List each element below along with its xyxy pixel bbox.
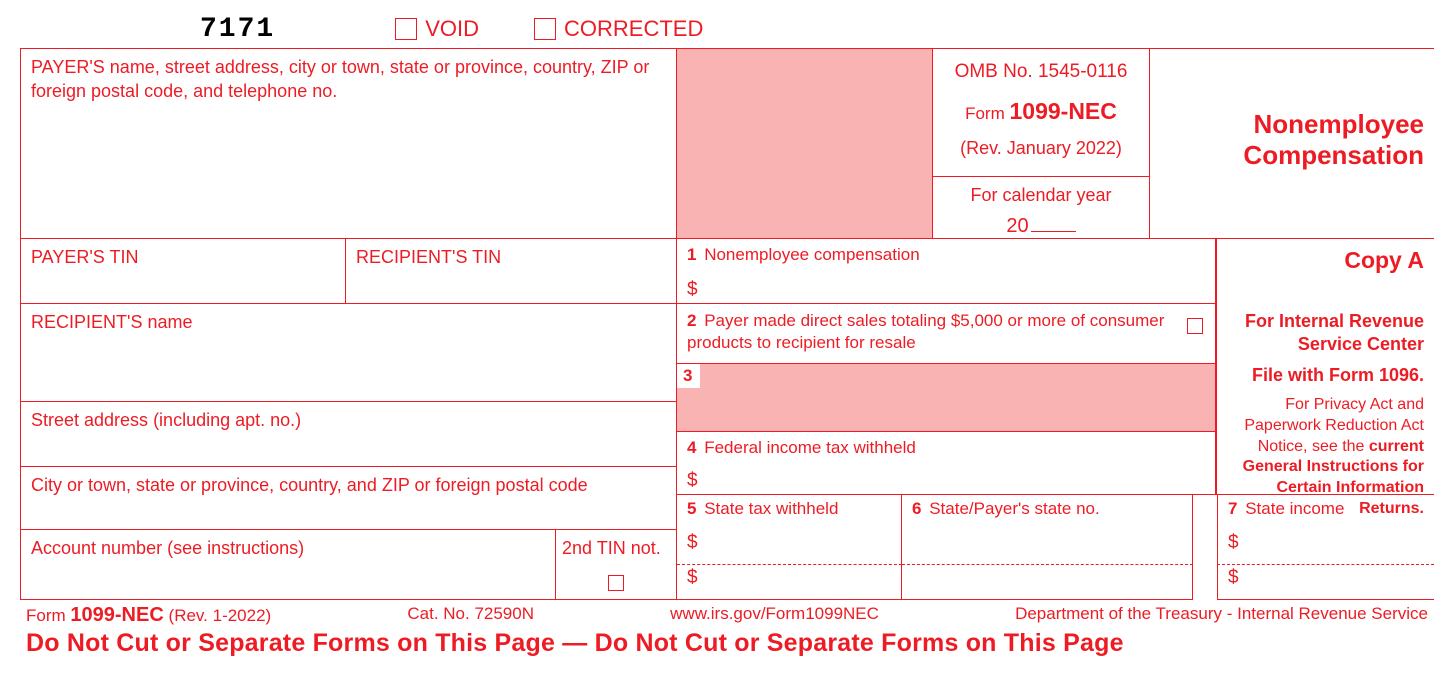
box-3: 3 [677,364,1217,432]
box6-value-1[interactable] [902,530,1193,565]
payer-tin-box[interactable]: PAYER'S TIN [20,239,346,304]
box7-value-1[interactable]: $ [1217,530,1434,565]
city-box[interactable]: City or town, state or province, country… [20,467,677,530]
title-line2: Compensation [1155,140,1424,171]
box5-dollar-2: $ [687,567,698,588]
box-2[interactable]: 2 Payer made direct sales totaling $5,00… [677,304,1217,364]
account-row: Account number (see instructions) 2nd TI… [20,530,677,600]
form-prefix: Form [965,104,1005,123]
form-rev: (Rev. January 2022) [939,134,1143,163]
account-number-box[interactable]: Account number (see instructions) [20,530,556,600]
box5-dollar-1: $ [687,532,698,553]
box6-number: 6 [912,499,921,518]
copy-a-block-top: Copy A [1217,239,1434,304]
recipient-tin-label: RECIPIENT'S TIN [356,247,501,267]
street-address-label: Street address (including apt. no.) [31,410,301,430]
box5-label: State tax withheld [704,499,838,518]
box4-label: Federal income tax withheld [704,438,916,457]
footer-row: Form 1099-NEC (Rev. 1-2022) Cat. No. 725… [20,600,1434,627]
row-1: PAYER'S name, street address, city or to… [20,48,1434,239]
void-label: VOID [425,16,479,42]
account-number-label: Account number (see instructions) [31,538,304,558]
year-prefix: 20 [1006,215,1028,237]
second-tin-not-label: 2nd TIN not. [562,538,661,558]
left-stack: RECIPIENT'S name Street address (includi… [20,304,677,600]
box-1[interactable]: 1 Nonemployee compensation $ [677,239,1217,304]
box1-dollar: $ [687,279,1205,301]
row-2: PAYER'S TIN RECIPIENT'S TIN 1 Nonemploye… [20,239,1434,304]
copy-line2: File with Form 1096. [1227,363,1424,387]
form-title: Nonemployee Compensation [1150,49,1434,239]
box2-checkbox[interactable] [1187,318,1203,334]
box-4[interactable]: 4 Federal income tax withheld $ [677,432,1217,495]
box-5-header: 5 State tax withheld [677,495,902,530]
box4-number: 4 [687,438,696,457]
footer-form-name: 1099-NEC [70,604,163,626]
state-value-row-2: $ [677,565,1217,600]
recipient-name-box[interactable]: RECIPIENT'S name [20,304,677,402]
footer-cat: Cat. No. 72590N [407,604,534,627]
footer-url: www.irs.gov/Form1099NEC [670,604,879,627]
form-1099-nec: 7171 VOID CORRECTED PAYER'S name, street… [20,10,1434,660]
form-code: 7171 [200,14,275,45]
recipient-tin-box[interactable]: RECIPIENT'S TIN [346,239,677,304]
recipient-name-label: RECIPIENT'S name [31,312,192,332]
void-checkbox[interactable] [395,18,417,40]
box1-label: Nonemployee compensation [704,245,919,264]
street-address-box[interactable]: Street address (including apt. no.) [20,402,677,467]
box1-number: 1 [687,245,696,264]
footer-dept: Department of the Treasury - Internal Re… [1015,604,1428,627]
box5-value-1[interactable]: $ [677,530,902,565]
box6-label: State/Payer's state no. [929,499,1100,518]
payer-tin-label: PAYER'S TIN [31,247,138,267]
state-value-row-1: $ [677,530,1217,565]
pink-block [677,49,933,239]
box4-dollar: $ [687,470,1205,492]
calendar-year-label: For calendar year [939,181,1143,210]
copy-a-block: For Internal Revenue Service Center File… [1217,304,1434,495]
corrected-checkbox[interactable] [534,18,556,40]
footer-left: Form 1099-NEC (Rev. 1-2022) [26,604,271,627]
do-not-cut-warning: Do Not Cut or Separate Forms on This Pag… [20,627,1434,660]
corrected-label: CORRECTED [564,16,703,42]
right-stack: 2 Payer made direct sales totaling $5,00… [677,304,1217,600]
box5-number: 5 [687,499,696,518]
box7-value-2[interactable]: $ [1217,565,1434,600]
box7-label: State income [1245,499,1344,518]
form-name: 1099-NEC [1010,98,1117,124]
body-rows: RECIPIENT'S name Street address (includi… [20,304,1434,600]
box7-number: 7 [1228,499,1237,518]
copy-a-label: Copy A [1227,245,1424,276]
box-6-header: 6 State/Payer's state no. [902,495,1193,530]
title-line1: Nonemployee [1155,109,1424,140]
top-row: 7171 VOID CORRECTED [20,10,1434,48]
box2-label: Payer made direct sales totaling $5,000 … [687,311,1164,352]
box3-number: 3 [677,364,700,388]
box-7-header: 7 State income [1217,495,1434,530]
second-tin-checkbox[interactable] [608,575,624,591]
calendar-year-block: For calendar year 20 [933,177,1150,239]
omb-number: OMB No. 1545-0116 [939,57,1143,87]
payer-info-label: PAYER'S name, street address, city or to… [31,57,649,101]
box2-number: 2 [687,311,696,330]
year-input-line[interactable] [1031,231,1076,232]
state-header-row: 5 State tax withheld 6 State/Payer's sta… [677,495,1217,530]
footer-rev: (Rev. 1-2022) [169,606,272,625]
box7-dollar-1: $ [1228,532,1239,553]
omb-block: OMB No. 1545-0116 Form 1099-NEC (Rev. Ja… [933,49,1150,177]
footer-form-prefix: Form [26,606,66,625]
box5-value-2[interactable]: $ [677,565,902,600]
copy-line1: For Internal Revenue Service Center [1227,310,1424,357]
box6-value-2[interactable] [902,565,1193,600]
payer-info-block[interactable]: PAYER'S name, street address, city or to… [20,49,677,239]
right-column: For Internal Revenue Service Center File… [1217,304,1434,600]
second-tin-not-box[interactable]: 2nd TIN not. [556,530,677,600]
city-label: City or town, state or province, country… [31,475,588,495]
box7-dollar-2: $ [1228,567,1239,588]
